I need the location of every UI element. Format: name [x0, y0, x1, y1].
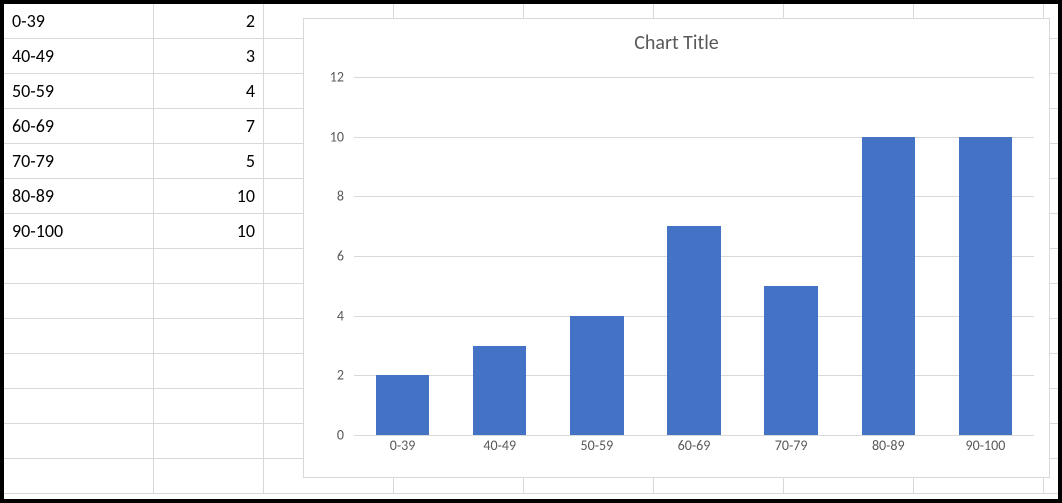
- spreadsheet-frame: 0-39240-49350-59460-69770-79580-891090-1…: [0, 0, 1062, 503]
- cell-value[interactable]: [154, 459, 264, 493]
- bar-40-49[interactable]: [473, 346, 526, 436]
- y-tick-label: 8: [314, 188, 344, 205]
- bar-slot: [645, 77, 742, 435]
- bar-90-100[interactable]: [959, 137, 1012, 435]
- x-tick-label: 80-89: [840, 437, 937, 454]
- cell-value[interactable]: [154, 284, 264, 318]
- cell-label[interactable]: 60-69: [4, 109, 154, 143]
- y-tick-label: 12: [314, 69, 344, 86]
- y-tick-label: 10: [314, 128, 344, 145]
- cell-label[interactable]: 0-39: [4, 4, 154, 38]
- bar-slot: [743, 77, 840, 435]
- y-tick-label: 4: [314, 307, 344, 324]
- cell-label[interactable]: 70-79: [4, 144, 154, 178]
- cell-label[interactable]: [4, 389, 154, 423]
- cell-label[interactable]: [4, 424, 154, 458]
- cell-value[interactable]: [154, 389, 264, 423]
- cell-label[interactable]: [4, 354, 154, 388]
- cell-label[interactable]: [4, 249, 154, 283]
- bar-slot: [451, 77, 548, 435]
- cell-value[interactable]: 10: [154, 214, 264, 248]
- cell-label[interactable]: 50-59: [4, 74, 154, 108]
- cell-label[interactable]: 80-89: [4, 179, 154, 213]
- bar-50-59[interactable]: [570, 316, 623, 435]
- cell-value[interactable]: [154, 249, 264, 283]
- cell-label[interactable]: 90-100: [4, 214, 154, 248]
- bars-group: [354, 77, 1034, 435]
- bar-slot: [548, 77, 645, 435]
- cell-value[interactable]: 10: [154, 179, 264, 213]
- y-tick-label: 0: [314, 427, 344, 444]
- y-tick-label: 6: [314, 248, 344, 265]
- gridline: 0: [354, 435, 1034, 436]
- cell-value[interactable]: 5: [154, 144, 264, 178]
- cell-label[interactable]: 40-49: [4, 39, 154, 73]
- bar-60-69[interactable]: [667, 226, 720, 435]
- cell-value[interactable]: 4: [154, 74, 264, 108]
- embedded-chart[interactable]: Chart Title 024681012 0-3940-4950-5960-6…: [303, 18, 1050, 478]
- cell-label[interactable]: [4, 284, 154, 318]
- x-tick-label: 70-79: [743, 437, 840, 454]
- bar-slot: [354, 77, 451, 435]
- bar-70-79[interactable]: [764, 286, 817, 435]
- cell-value[interactable]: [154, 319, 264, 353]
- x-tick-label: 90-100: [937, 437, 1034, 454]
- plot-area: 024681012: [354, 77, 1034, 435]
- cell-value[interactable]: [154, 424, 264, 458]
- bar-0-39[interactable]: [376, 375, 429, 435]
- x-tick-label: 0-39: [354, 437, 451, 454]
- x-axis-labels: 0-3940-4950-5960-6970-7980-8990-100: [354, 437, 1034, 454]
- x-tick-label: 60-69: [645, 437, 742, 454]
- cell-value[interactable]: [154, 354, 264, 388]
- x-tick-label: 40-49: [451, 437, 548, 454]
- cell-label[interactable]: [4, 459, 154, 493]
- y-tick-label: 2: [314, 367, 344, 384]
- x-tick-label: 50-59: [548, 437, 645, 454]
- bar-slot: [840, 77, 937, 435]
- bar-slot: [937, 77, 1034, 435]
- cell-value[interactable]: 2: [154, 4, 264, 38]
- chart-title: Chart Title: [304, 19, 1049, 61]
- cell-value[interactable]: 3: [154, 39, 264, 73]
- cell-label[interactable]: [4, 319, 154, 353]
- cell-value[interactable]: 7: [154, 109, 264, 143]
- bar-80-89[interactable]: [862, 137, 915, 435]
